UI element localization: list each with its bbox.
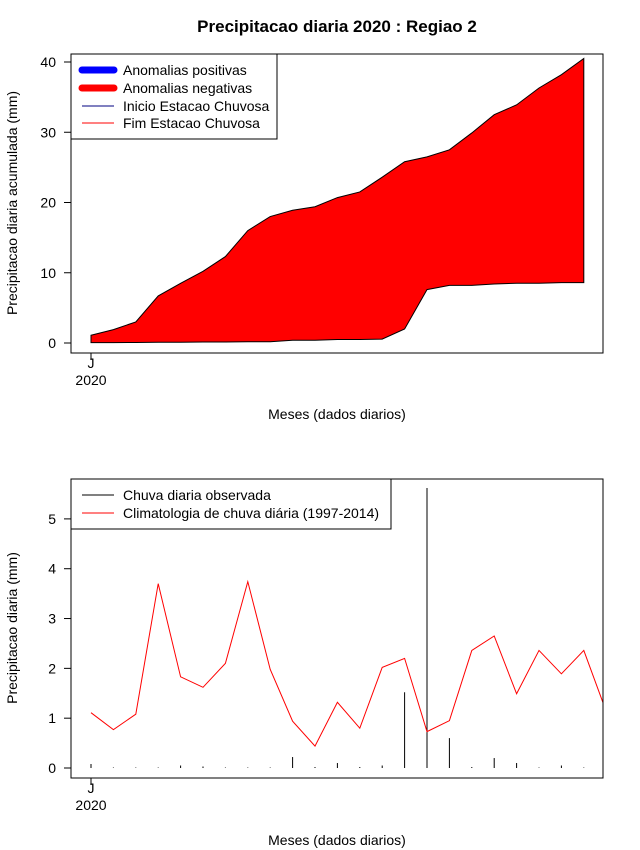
bottom-y-tick-label: 3 (48, 611, 56, 627)
chart-title: Precipitacao diaria 2020 : Regiao 2 (197, 17, 477, 36)
legend-label-observed: Chuva diaria observada (123, 487, 271, 503)
bottom-x-year-label: 2020 (75, 797, 106, 813)
legend-label-climatology: Climatologia de chuva diária (1997-2014) (123, 505, 379, 521)
bottom-y-tick-label: 1 (48, 710, 56, 726)
climatology-line (90, 579, 604, 747)
top-x-axis-title: Meses (dados diarios) (268, 406, 406, 422)
negative-anomaly-polygon (90, 57, 585, 344)
top-panel: 0 10 20 30 40 J 2020 Meses (dados diarios) P… (4, 53, 604, 422)
top-x-axis: J 2020 (75, 353, 107, 388)
top-y-axis: 0 10 20 30 40 (40, 54, 71, 351)
legend-label-fim: Fim Estacao Chuvosa (123, 115, 260, 131)
top-legend: Anomalias positivas Anomalias negativas … (70, 53, 278, 140)
bottom-legend-box (70, 478, 392, 530)
bottom-x-axis: J 2020 (75, 778, 107, 813)
bottom-x-tick-label: J (88, 780, 95, 796)
bottom-x-axis-title: Meses (dados diarios) (268, 832, 406, 848)
top-legend-box (70, 53, 278, 140)
top-y-tick-label: 20 (40, 195, 56, 211)
top-y-tick-label: 40 (40, 54, 56, 70)
bottom-y-tick-label: 5 (48, 511, 56, 527)
bottom-y-axis: 0 1 2 3 4 5 (48, 511, 71, 776)
bottom-panel: 0 1 2 3 4 5 J 2020 Meses (dados diarios) Prec… (4, 478, 604, 848)
top-y-tick-label: 0 (48, 335, 56, 351)
accumulated-anomaly-area (90, 57, 585, 344)
top-x-tick-label: J (88, 355, 95, 371)
bottom-y-axis-title: Precipitacao diaria (mm) (4, 552, 20, 704)
top-y-tick-label: 10 (40, 265, 56, 281)
top-x-year-label: 2020 (75, 372, 106, 388)
top-y-axis-title: Precipitacao diaria acumulada (mm) (4, 91, 20, 315)
legend-label-inicio: Inicio Estacao Chuvosa (123, 98, 270, 114)
top-y-tick-label: 30 (40, 124, 56, 140)
legend-label-negative: Anomalias negativas (123, 80, 252, 96)
top-plot-frame (70, 53, 604, 354)
observed-rain-bars (90, 488, 585, 768)
bottom-y-tick-label: 0 (48, 760, 56, 776)
legend-label-positive: Anomalias positivas (123, 62, 247, 78)
bottom-y-tick-label: 2 (48, 660, 56, 676)
bottom-y-tick-label: 4 (48, 561, 56, 577)
bottom-legend: Chuva diaria observada Climatologia de c… (70, 478, 392, 530)
